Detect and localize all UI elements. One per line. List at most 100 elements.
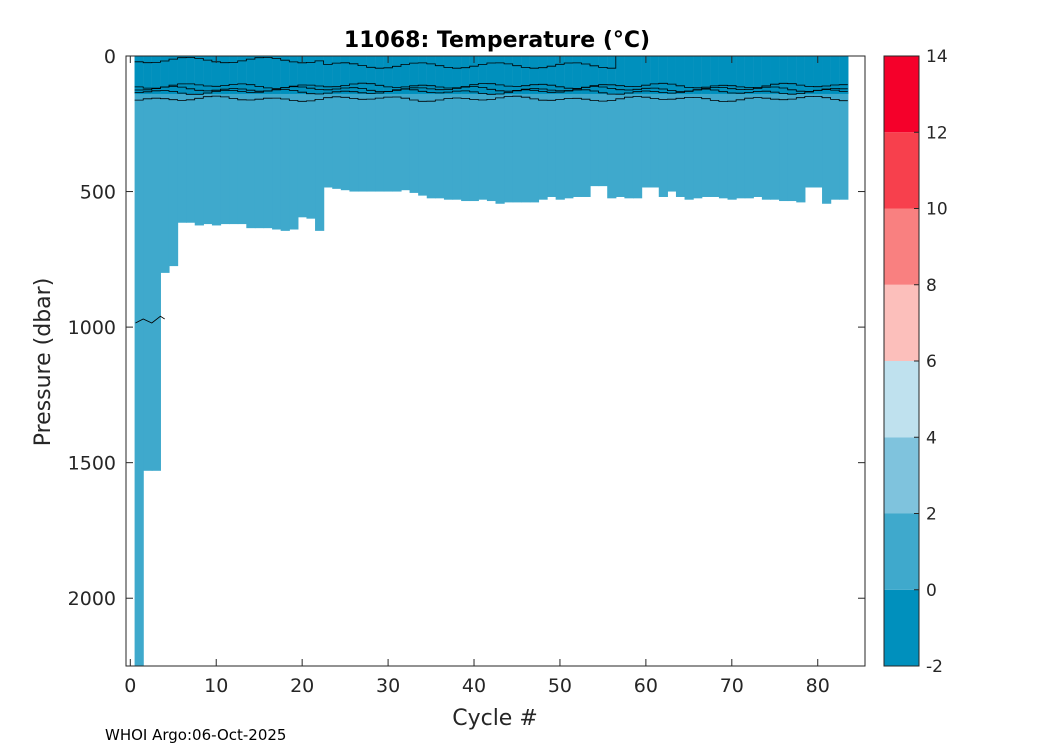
heat-cell bbox=[443, 56, 454, 200]
heat-cell bbox=[409, 56, 419, 193]
heat-cell bbox=[289, 56, 299, 230]
colorbar-segment bbox=[884, 132, 919, 209]
colorbar: -2 0 2 4 6 8 10 12 14 bbox=[883, 47, 948, 677]
heat-cell bbox=[495, 56, 505, 94]
heat-cell bbox=[779, 56, 789, 202]
y-tick-label: 1500 bbox=[68, 453, 116, 475]
y-tick-label: 2000 bbox=[68, 588, 116, 610]
x-tick-label: 40 bbox=[462, 675, 486, 697]
heat-cell bbox=[839, 56, 849, 94]
heat-cell bbox=[177, 56, 187, 223]
heat-cell bbox=[143, 56, 153, 94]
heat-cell bbox=[452, 56, 462, 94]
heat-cell bbox=[220, 56, 230, 94]
colorbar-tick-label: 10 bbox=[926, 200, 948, 220]
heat-cell bbox=[641, 56, 651, 94]
heat-cell bbox=[547, 56, 557, 197]
heat-cell bbox=[701, 56, 711, 94]
heat-cell bbox=[753, 56, 763, 197]
heat-cell bbox=[443, 56, 454, 94]
y-tick-label: 0 bbox=[104, 46, 116, 68]
colorbar-segment bbox=[884, 56, 919, 133]
heat-cell bbox=[615, 56, 625, 94]
heat-cell bbox=[727, 56, 737, 200]
heat-cell bbox=[598, 56, 608, 94]
heat-cell bbox=[564, 56, 574, 94]
heat-cell bbox=[315, 56, 325, 94]
heat-cell bbox=[211, 56, 222, 226]
heat-cell bbox=[349, 56, 359, 94]
y-tick-label: 500 bbox=[80, 182, 116, 204]
heat-cell bbox=[839, 56, 849, 200]
heat-cell bbox=[658, 56, 668, 94]
heat-cell bbox=[624, 56, 634, 199]
heat-cell bbox=[796, 56, 806, 94]
colorbar-segment bbox=[884, 208, 919, 285]
heat-cell bbox=[203, 56, 213, 225]
heat-cell bbox=[349, 56, 359, 192]
heat-cell bbox=[607, 56, 617, 199]
heat-cell bbox=[615, 56, 625, 197]
heat-cell bbox=[151, 56, 161, 94]
heat-cell bbox=[461, 56, 471, 94]
heat-cell bbox=[358, 56, 368, 192]
x-axis-ticks: 0 10 20 30 40 50 60 70 80 bbox=[124, 56, 830, 697]
heat-cell bbox=[813, 56, 823, 94]
heat-cell bbox=[581, 56, 591, 94]
heat-cell bbox=[383, 56, 393, 192]
x-tick-label: 10 bbox=[204, 675, 228, 697]
heat-cell bbox=[684, 56, 694, 94]
heat-cell bbox=[521, 56, 531, 203]
heat-cell bbox=[701, 56, 711, 197]
heat-cell bbox=[693, 56, 703, 199]
heat-cell bbox=[160, 56, 170, 273]
heat-cell bbox=[306, 56, 316, 94]
heat-cell bbox=[667, 56, 677, 94]
heat-cell bbox=[246, 56, 256, 94]
heat-cell bbox=[332, 56, 342, 189]
contour-line bbox=[134, 88, 848, 95]
heat-cell bbox=[478, 56, 488, 94]
plot-area: 0 10 20 30 40 50 60 70 80 0 500 1000 1500 2000 bbox=[68, 46, 866, 697]
heat-cell bbox=[211, 56, 222, 94]
heat-cell bbox=[504, 56, 514, 203]
heat-cell bbox=[263, 56, 273, 229]
heat-cell bbox=[263, 56, 273, 94]
heat-cell bbox=[607, 56, 617, 94]
contour-line bbox=[134, 56, 617, 69]
x-tick-label: 30 bbox=[376, 675, 400, 697]
heat-cell bbox=[770, 56, 780, 200]
heat-cell bbox=[332, 56, 342, 94]
heat-cell bbox=[564, 56, 574, 199]
heat-cell bbox=[134, 56, 144, 94]
heat-cell bbox=[796, 56, 806, 203]
heat-cell bbox=[804, 56, 815, 188]
colorbar-tick-label: 8 bbox=[926, 276, 937, 296]
heat-cell bbox=[581, 56, 591, 197]
heat-cell bbox=[400, 56, 411, 94]
heat-cell bbox=[469, 56, 479, 202]
heat-cell bbox=[186, 56, 196, 94]
heat-cell bbox=[658, 56, 668, 197]
heat-cell bbox=[744, 56, 754, 94]
heat-cell bbox=[168, 56, 179, 94]
heat-cell bbox=[787, 56, 797, 94]
x-tick-label: 60 bbox=[634, 675, 658, 697]
heat-cell bbox=[392, 56, 402, 192]
colorbar-segment bbox=[884, 589, 919, 666]
heat-cell bbox=[246, 56, 256, 229]
heat-cell bbox=[718, 56, 729, 199]
heat-cell bbox=[624, 56, 634, 94]
colorbar-segment bbox=[884, 513, 919, 590]
heat-cell bbox=[254, 56, 265, 229]
heat-cell bbox=[761, 56, 772, 94]
heat-cell bbox=[400, 56, 411, 191]
heat-cell bbox=[272, 56, 282, 94]
isotherm-contours bbox=[134, 56, 848, 324]
heat-cell bbox=[254, 56, 265, 94]
heat-cell bbox=[727, 56, 737, 94]
heat-cell bbox=[538, 56, 548, 94]
heat-cell bbox=[220, 56, 230, 225]
heat-cell bbox=[194, 56, 204, 94]
